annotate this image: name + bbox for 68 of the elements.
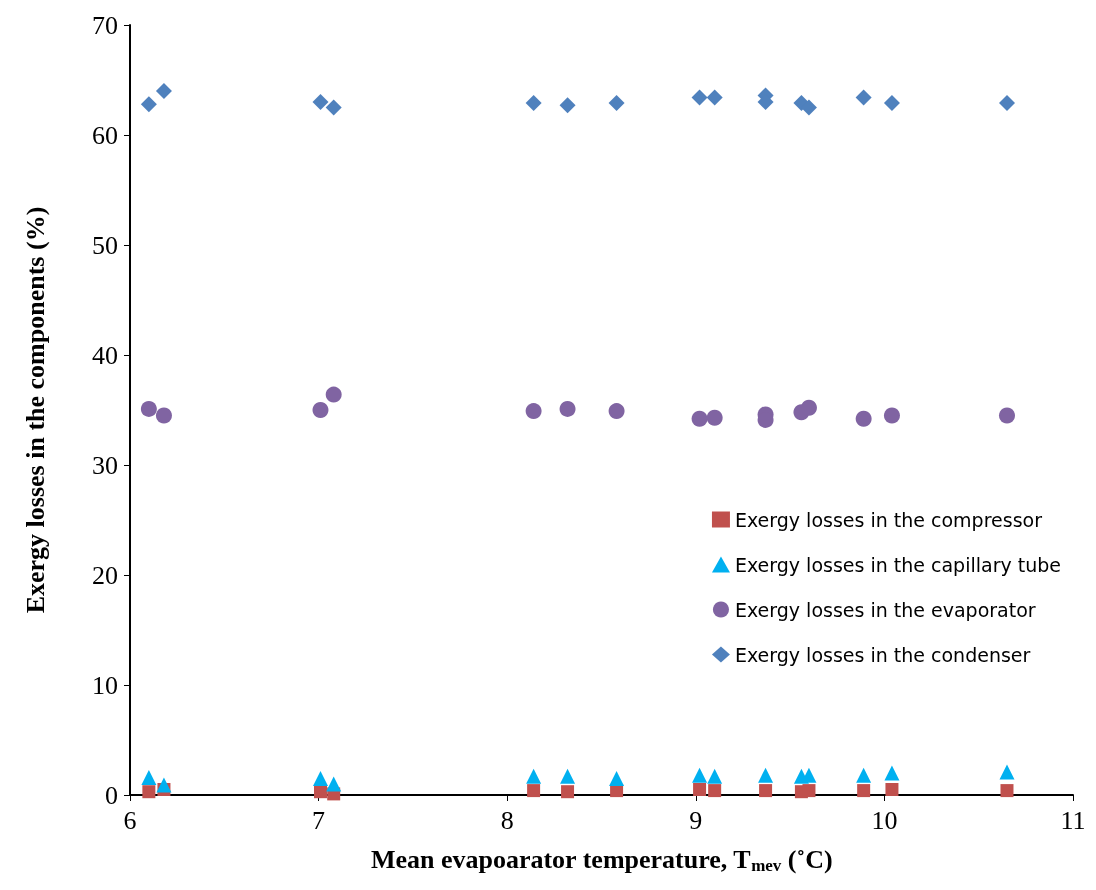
point — [608, 95, 625, 112]
x-tick-label: 8 — [500, 805, 514, 835]
point — [693, 783, 707, 796]
point — [608, 403, 625, 420]
x-tick-label: 7 — [312, 805, 326, 835]
y-tick-label: 0 — [105, 780, 118, 810]
point — [857, 784, 871, 798]
point — [707, 768, 723, 784]
point — [856, 767, 872, 783]
point — [156, 777, 172, 793]
point — [884, 765, 900, 781]
x-tick-label: 6 — [123, 805, 137, 835]
y-tick-label: 60 — [92, 120, 118, 150]
point — [140, 400, 157, 417]
point — [855, 410, 872, 427]
legend-label: Exergy losses in the compressor — [734, 508, 1043, 531]
point — [326, 776, 342, 792]
point — [525, 95, 542, 112]
point — [560, 768, 576, 784]
point — [802, 784, 816, 798]
point — [800, 399, 817, 416]
y-tick-label: 20 — [92, 560, 118, 590]
point — [526, 768, 542, 784]
point — [691, 410, 708, 427]
x-tick-label: 11 — [1060, 805, 1086, 835]
point — [1000, 784, 1014, 798]
point — [883, 95, 900, 112]
y-tick-label: 40 — [92, 340, 118, 370]
point — [312, 402, 329, 418]
point — [706, 409, 723, 426]
point — [313, 785, 327, 799]
point — [855, 89, 872, 106]
point — [155, 83, 172, 99]
x-tick-label: 10 — [871, 805, 898, 835]
point — [312, 771, 328, 786]
point — [609, 771, 625, 786]
point — [759, 784, 773, 798]
y-tick-label: 30 — [92, 450, 118, 480]
point — [559, 97, 576, 114]
point — [142, 785, 156, 799]
point — [312, 94, 329, 110]
y-tick-label: 50 — [92, 230, 118, 260]
y-tick-label: 70 — [92, 10, 118, 40]
legend-label: Exergy losses in the capillary tube — [734, 553, 1062, 576]
point — [708, 784, 722, 798]
point — [527, 784, 541, 798]
point — [561, 785, 575, 799]
legend-label: Exergy losses in the condenser — [734, 643, 1031, 666]
point — [325, 99, 342, 116]
point — [325, 386, 342, 403]
point — [525, 403, 542, 420]
legend-label: Exergy losses in the evaporator — [734, 598, 1036, 621]
point — [999, 764, 1015, 780]
point — [691, 89, 708, 106]
point — [998, 95, 1015, 112]
point — [885, 783, 899, 796]
x-tick-label: 9 — [689, 805, 703, 835]
point — [883, 407, 900, 424]
y-axis-title: Exergy losses in the components (%) — [20, 206, 50, 614]
point — [758, 767, 774, 783]
point — [140, 96, 157, 113]
y-tick-label: 10 — [92, 670, 118, 700]
point — [999, 407, 1015, 424]
point — [692, 767, 708, 783]
point — [155, 407, 172, 424]
point — [141, 769, 157, 785]
point — [706, 89, 723, 106]
point — [559, 400, 576, 417]
